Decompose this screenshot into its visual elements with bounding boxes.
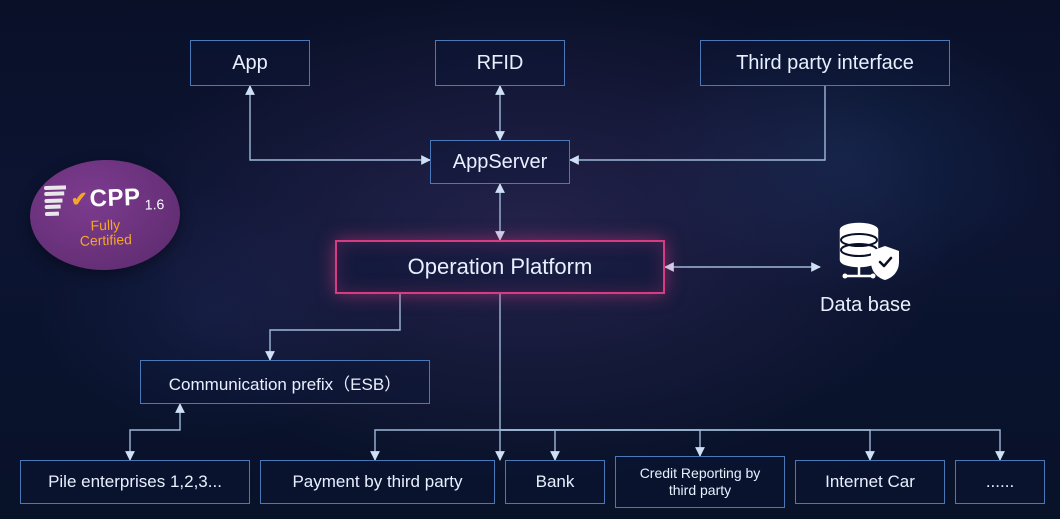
node-pay-label: Payment by third party	[292, 472, 462, 492]
node-tpi-label: Third party interface	[736, 52, 914, 75]
database-label: Data base	[820, 294, 911, 317]
node-more-label: ......	[986, 472, 1014, 492]
checkmark-icon: ✔	[70, 187, 88, 213]
node-app: App	[190, 40, 310, 86]
node-credit: Credit Reporting by third party	[615, 456, 785, 508]
node-tpi: Third party interface	[700, 40, 950, 86]
node-appserver-label: AppServer	[453, 151, 548, 174]
node-icar-label: Internet Car	[825, 472, 915, 492]
node-esb: Communication prefix（ESB）	[140, 360, 430, 404]
database-block: Data base	[820, 218, 911, 317]
node-esb-label: Communication prefix（ESB）	[169, 370, 401, 395]
node-icar: Internet Car	[795, 460, 945, 504]
node-bank: Bank	[505, 460, 605, 504]
database-icon	[831, 218, 901, 288]
node-pay: Payment by third party	[260, 460, 495, 504]
badge-version: 1.6	[144, 196, 164, 213]
badge-stripes-icon	[44, 183, 67, 218]
badge-main-text: CPP	[89, 183, 141, 213]
badge-sub2: Certified	[80, 232, 133, 249]
node-more: ......	[955, 460, 1045, 504]
node-rfid: RFID	[435, 40, 565, 86]
node-appserver: AppServer	[430, 140, 570, 184]
node-bank-label: Bank	[536, 472, 575, 492]
node-operation: Operation Platform	[335, 240, 665, 294]
node-credit-label: Credit Reporting by third party	[626, 465, 774, 499]
node-rfid-label: RFID	[477, 52, 524, 75]
node-operation-label: Operation Platform	[408, 254, 593, 280]
ocpp-badge: ✔ CPP 1.6 Fully Certified	[28, 157, 182, 272]
node-pile-label: Pile enterprises 1,2,3...	[48, 472, 222, 492]
node-pile: Pile enterprises 1,2,3...	[20, 460, 250, 504]
node-app-label: App	[232, 52, 268, 75]
